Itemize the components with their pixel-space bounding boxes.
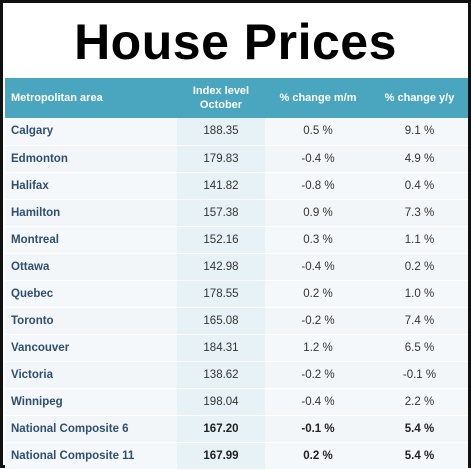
table-row-composite: National Composite 6 167.20 -0.1 % 5.4 % — [5, 415, 468, 443]
table-row: Ottawa 142.98 -0.4 % 0.2 % — [5, 253, 468, 281]
header-index-line1: Index level — [192, 85, 250, 97]
cell-index: 141.82 — [177, 172, 265, 200]
cell-change-mm: -0.4 % — [265, 388, 371, 416]
cell-area: Calgary — [5, 118, 177, 146]
cell-change-mm: 0.5 % — [265, 118, 371, 146]
cell-change-yy: 6.5 % — [371, 334, 468, 362]
cell-change-yy: 7.3 % — [371, 199, 468, 227]
cell-area: Vancouver — [5, 334, 177, 362]
cell-change-mm: 1.2 % — [265, 334, 371, 362]
cell-change-mm: -0.8 % — [265, 172, 371, 200]
table-row: Toronto 165.08 -0.2 % 7.4 % — [5, 307, 468, 335]
cell-change-yy: -0.1 % — [371, 361, 468, 389]
cell-area: Winnipeg — [5, 388, 177, 416]
cell-index: 152.16 — [177, 226, 265, 254]
cell-change-mm: 0.9 % — [265, 199, 371, 227]
cell-area: Victoria — [5, 361, 177, 389]
table-row: Quebec 178.55 0.2 % 1.0 % — [5, 280, 468, 308]
cell-change-yy: 2.2 % — [371, 388, 468, 416]
cell-change-yy: 1.0 % — [371, 280, 468, 308]
cell-area: Halifax — [5, 172, 177, 200]
cell-change-yy: 9.1 % — [371, 118, 468, 146]
cell-area: National Composite 11 — [5, 442, 177, 470]
cell-area: Ottawa — [5, 253, 177, 281]
cell-change-mm: -0.1 % — [265, 415, 371, 443]
cell-index: 167.99 — [177, 442, 265, 470]
cell-index: 142.98 — [177, 253, 265, 281]
cell-index: 198.04 — [177, 388, 265, 416]
cell-index: 188.35 — [177, 118, 265, 146]
cell-change-yy: 4.9 % — [371, 145, 468, 173]
cell-area: National Composite 6 — [5, 415, 177, 443]
table-row: Vancouver 184.31 1.2 % 6.5 % — [5, 334, 468, 362]
cell-change-mm: -0.2 % — [265, 361, 371, 389]
cell-change-yy: 0.2 % — [371, 253, 468, 281]
table-row: Edmonton 179.83 -0.4 % 4.9 % — [5, 145, 468, 173]
cell-change-mm: -0.4 % — [265, 253, 371, 281]
table-row: Winnipeg 198.04 -0.4 % 2.2 % — [5, 388, 468, 416]
page-title: House Prices — [74, 14, 397, 70]
cell-area: Toronto — [5, 307, 177, 335]
cell-change-mm: -0.4 % — [265, 145, 371, 173]
cell-change-yy: 1.1 % — [371, 226, 468, 254]
cell-change-mm: 0.3 % — [265, 226, 371, 254]
cell-area: Hamilton — [5, 199, 177, 227]
cell-index: 178.55 — [177, 280, 265, 308]
cell-index: 184.31 — [177, 334, 265, 362]
table-row: Calgary 188.35 0.5 % 9.1 % — [5, 118, 468, 146]
cell-change-yy: 7.4 % — [371, 307, 468, 335]
table-row: Victoria 138.62 -0.2 % -0.1 % — [5, 361, 468, 389]
cell-change-yy: 5.4 % — [371, 442, 468, 470]
header-index-line2: October — [199, 99, 243, 111]
cell-change-mm: -0.2 % — [265, 307, 371, 335]
cell-area: Quebec — [5, 280, 177, 308]
table-row: Hamilton 157.38 0.9 % 7.3 % — [5, 199, 468, 227]
cell-change-mm: 0.2 % — [265, 280, 371, 308]
house-prices-table: Metropolitan area Index level October % … — [5, 78, 468, 470]
header-change-yy: % change y/y — [371, 78, 468, 118]
cell-index: 157.38 — [177, 199, 265, 227]
cell-area: Edmonton — [5, 145, 177, 173]
cell-index: 138.62 — [177, 361, 265, 389]
cell-index: 167.20 — [177, 415, 265, 443]
table-row: Montreal 152.16 0.3 % 1.1 % — [5, 226, 468, 254]
cell-area: Montreal — [5, 226, 177, 254]
cell-change-yy: 5.4 % — [371, 415, 468, 443]
table-row: Halifax 141.82 -0.8 % 0.4 % — [5, 172, 468, 200]
cell-change-mm: 0.2 % — [265, 442, 371, 470]
header-metropolitan-area: Metropolitan area — [5, 78, 177, 118]
cell-index: 165.08 — [177, 307, 265, 335]
table-header-row: Metropolitan area Index level October % … — [5, 78, 468, 118]
table-row-composite: National Composite 11 167.99 0.2 % 5.4 % — [5, 442, 468, 470]
header-index-level: Index level October — [177, 78, 265, 118]
cell-index: 179.83 — [177, 145, 265, 173]
header-change-mm: % change m/m — [265, 78, 371, 118]
cell-change-yy: 0.4 % — [371, 172, 468, 200]
